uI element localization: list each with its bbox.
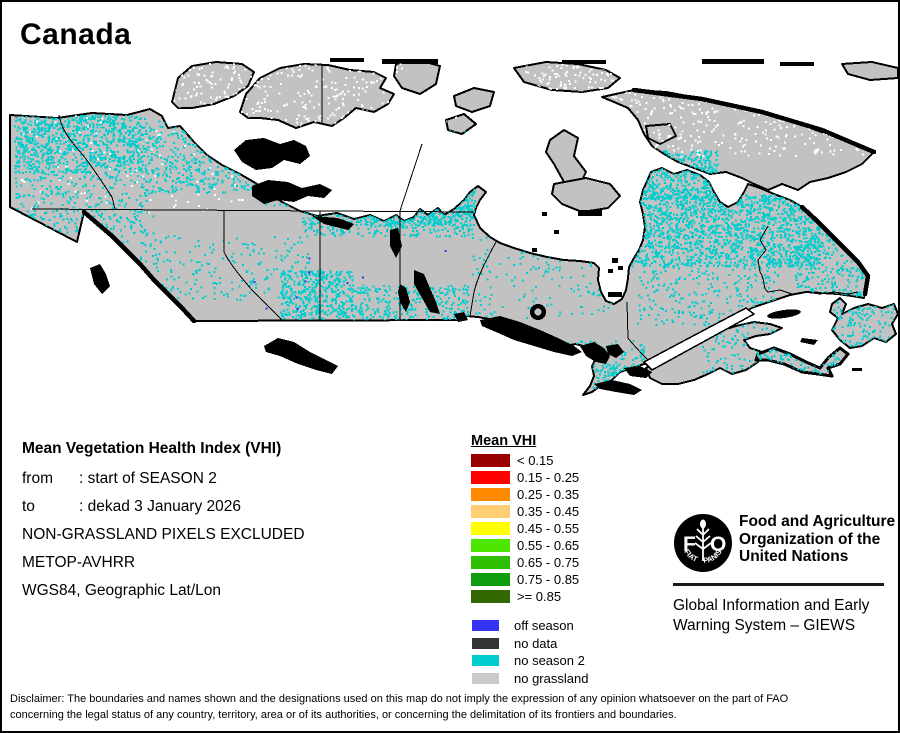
legend-swatch: [471, 505, 510, 518]
legend-label: 0.35 - 0.45: [517, 504, 580, 519]
great-bear-lake: [234, 138, 310, 170]
info-title: Mean Vegetation Health Index (VHI): [22, 440, 282, 457]
anticosti-island: [767, 309, 801, 319]
info-row-projection: WGS84, Geographic Lat/Lon: [22, 582, 222, 599]
lake-athabasca: [312, 216, 354, 230]
lakes: [90, 138, 862, 395]
legend-swatch: [471, 488, 510, 501]
reindeer-lake: [390, 228, 402, 258]
status-legend-label: off season: [514, 618, 574, 633]
newfoundland: [829, 297, 898, 349]
legend-swatch: [471, 522, 510, 535]
great-slave-lake: [252, 180, 332, 204]
qc-nl-border: [757, 225, 859, 295]
legend-swatch: [471, 556, 510, 569]
king-william-island: [445, 113, 477, 135]
lake-winnipegosis: [398, 284, 410, 312]
legend-label: 0.15 - 0.25: [517, 470, 580, 485]
lake-winnipeg: [414, 270, 440, 314]
arctic-slivers: [330, 58, 814, 66]
canada-vhi-map: [2, 54, 898, 434]
legend-label: 0.75 - 0.85: [517, 572, 580, 587]
haida-gwaii: [90, 264, 110, 294]
legend-swatch: [471, 471, 510, 484]
legend-swatch: [471, 539, 510, 552]
status-legend-swatch: [472, 672, 499, 684]
info-row-exclusion: NON-GRASSLAND PIXELS EXCLUDED: [22, 526, 305, 543]
rugged-coasts: [81, 87, 877, 324]
legend-label: >= 0.85: [517, 589, 562, 604]
yukon-nwt-border: [58, 114, 116, 210]
lake-huron: [580, 342, 610, 364]
legend-label: 0.65 - 0.75: [517, 555, 580, 570]
legend-label: 0.45 - 0.55: [517, 521, 580, 536]
disclaimer-text: Disclaimer: The boundaries and names sho…: [10, 693, 789, 721]
legend-swatch: [471, 590, 510, 603]
st-lawrence-river: [642, 307, 756, 371]
legend-label: 0.25 - 0.35: [517, 487, 580, 502]
baffin-ne-coast: [631, 87, 877, 155]
status-legend-swatch: [472, 655, 499, 666]
prince-charles-island: [645, 123, 677, 145]
page-title: Canada: [20, 18, 132, 51]
mb-on-border: [469, 241, 497, 317]
vancouver-island: [264, 338, 338, 374]
legend-title: Mean VHI: [471, 433, 537, 449]
lake-erie: [594, 380, 642, 395]
akimiski-island: [608, 292, 622, 297]
wheat-ear-icon: [694, 527, 712, 561]
hudson-bay-islets: [542, 212, 547, 216]
fao-org-name: Food and Agriculture Organization of the…: [739, 513, 896, 565]
southampton-island: [551, 177, 621, 213]
fao-divider: [673, 583, 884, 586]
status-legend-label: no data: [514, 635, 558, 651]
status-legend-label: no season 2: [514, 653, 585, 668]
fao-logo: F O FIAT PANIS: [674, 514, 732, 572]
info-row-from: from: start of SEASON 2: [22, 470, 217, 487]
bc-ab-border: [223, 211, 284, 322]
province-borders: [31, 65, 859, 361]
status-legend-swatch: [472, 620, 499, 631]
lake-of-the-woods: [454, 312, 468, 322]
lake-ontario: [624, 366, 652, 378]
info-row-sensor: METOP-AVHRR: [22, 554, 136, 571]
somerset-island: [453, 87, 495, 113]
labrador-coast: [799, 204, 871, 297]
legend-swatch: [471, 454, 510, 467]
legend-label: 0.55 - 0.65: [517, 538, 580, 553]
pei: [800, 338, 818, 345]
giews-label: Global Information and Early Warning Sys…: [673, 597, 870, 634]
legend-swatch: [471, 573, 510, 586]
nwt-nunavut-border: [399, 143, 423, 212]
sable-island: [852, 368, 862, 371]
status-legend-label: no grassland: [514, 670, 589, 686]
bylot-fragment: [841, 61, 898, 81]
bc-coast: [81, 209, 197, 324]
belcher-islands: [612, 258, 618, 263]
status-legend-swatch: [472, 637, 499, 649]
georgian-bay: [606, 344, 624, 358]
info-row-to: to: dekad 3 January 2026: [22, 498, 242, 515]
coats-island: [578, 210, 602, 216]
on-qc-border: [626, 301, 649, 361]
lake-superior: [480, 316, 582, 356]
legend-label: < 0.15: [517, 453, 554, 468]
